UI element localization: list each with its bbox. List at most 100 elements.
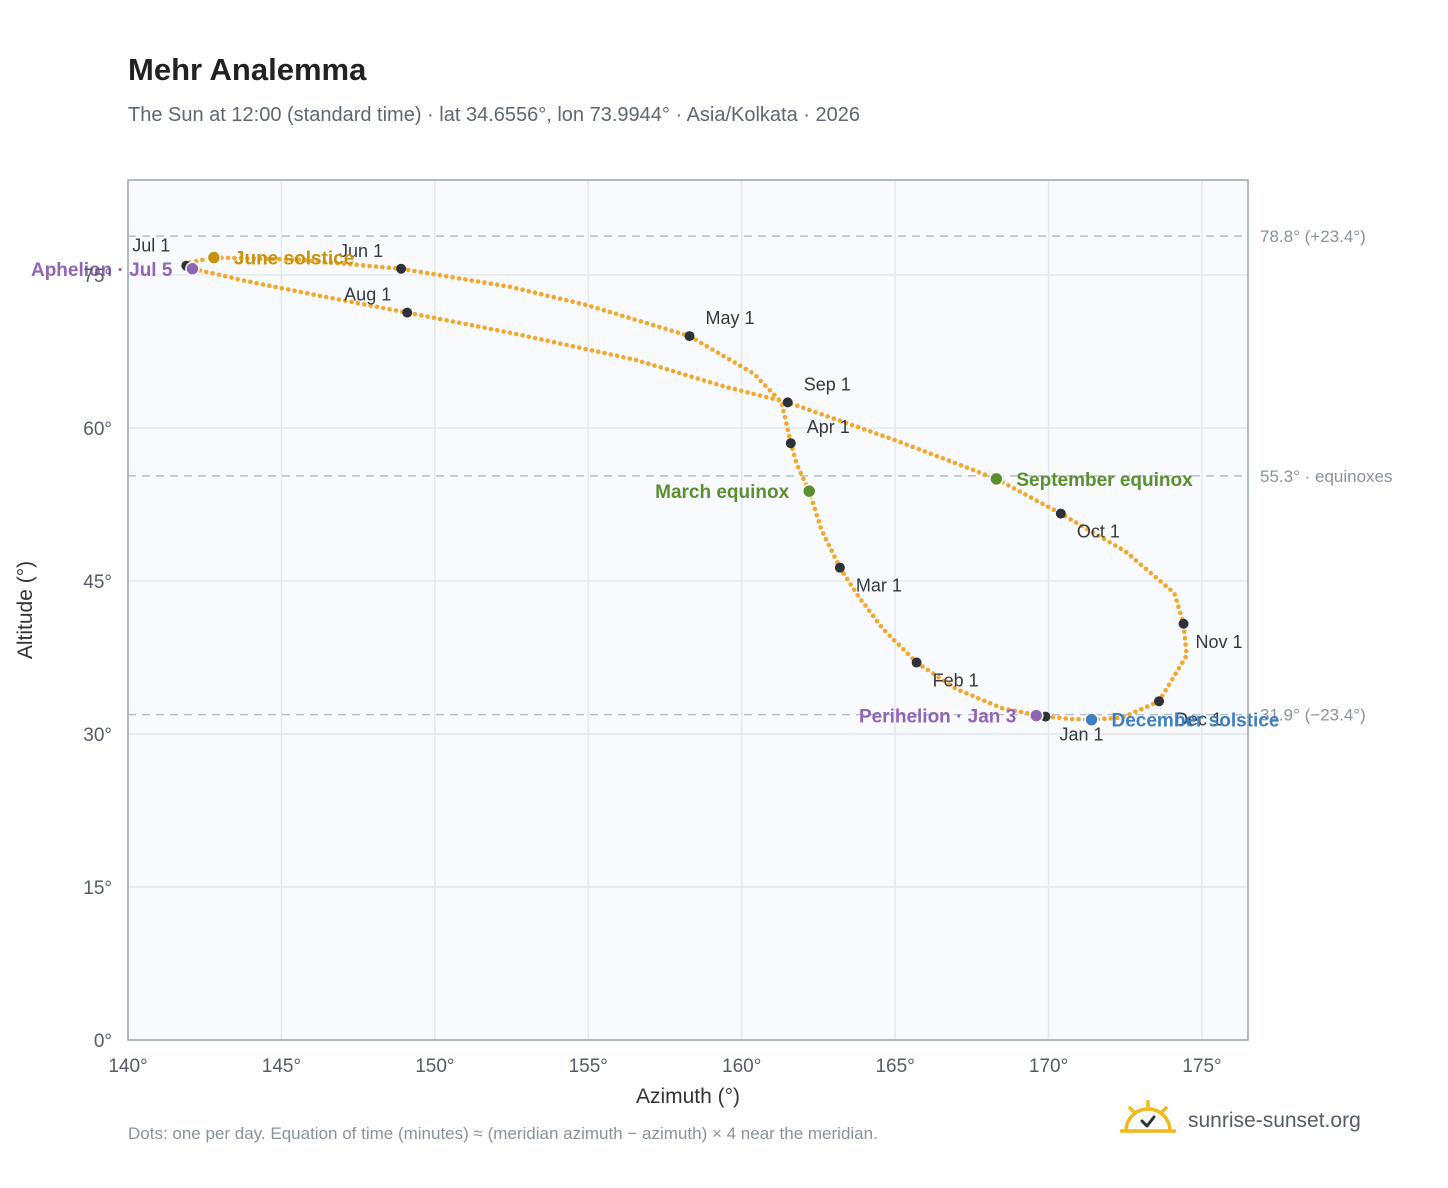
daily-sun-dot xyxy=(699,340,704,346)
daily-sun-dot xyxy=(322,259,327,265)
daily-sun-dot xyxy=(905,651,911,657)
daily-sun-dot xyxy=(936,674,941,680)
event-marker-dot xyxy=(1029,708,1044,723)
y-tick-label: 0° xyxy=(94,1031,112,1052)
daily-sun-dot xyxy=(283,257,289,262)
daily-sun-dot xyxy=(1045,504,1051,510)
daily-sun-dot xyxy=(855,424,861,430)
daily-sun-dot xyxy=(450,275,455,280)
daily-sun-dot xyxy=(1176,604,1181,609)
daily-sun-dot xyxy=(892,437,897,443)
daily-sun-dot xyxy=(1176,665,1182,671)
daily-sun-dot xyxy=(602,350,607,356)
daily-sun-dot xyxy=(726,357,732,362)
daily-sun-dot xyxy=(1158,579,1163,584)
daily-sun-dot xyxy=(695,376,701,381)
y-tick-label: 45° xyxy=(83,572,112,593)
daily-sun-dot xyxy=(475,279,481,284)
brand-link[interactable]: sunrise-sunset.org xyxy=(1119,1099,1361,1141)
daily-sun-dot xyxy=(757,393,763,398)
daily-sun-dot xyxy=(582,302,588,308)
daily-sun-dot xyxy=(482,280,487,285)
daily-sun-dot xyxy=(305,291,310,296)
daily-sun-dot xyxy=(874,618,880,624)
daily-sun-dot xyxy=(589,304,594,309)
daily-sun-dot xyxy=(807,407,812,413)
daily-sun-dot xyxy=(721,353,726,359)
daily-sun-dot xyxy=(463,321,468,327)
month-marker-label: Nov 1 xyxy=(1196,632,1243,652)
y-tick-label: 60° xyxy=(83,419,112,440)
daily-sun-dot xyxy=(437,272,443,278)
daily-sun-dot xyxy=(987,701,993,706)
daily-sun-dot xyxy=(292,288,297,294)
daily-sun-dot xyxy=(373,264,379,269)
daily-sun-dot xyxy=(925,667,931,673)
daily-sun-dot xyxy=(260,282,266,287)
y-tick-label: 30° xyxy=(83,725,112,746)
daily-sun-dot xyxy=(1163,583,1168,588)
month-marker-label: Jan 1 xyxy=(1059,725,1103,745)
daily-sun-dot xyxy=(526,288,531,294)
daily-sun-dot xyxy=(627,356,632,361)
daily-sun-dot xyxy=(1123,549,1129,555)
daily-sun-dot xyxy=(1006,707,1011,712)
daily-sun-dot xyxy=(595,349,601,355)
daily-sun-dot xyxy=(751,391,756,397)
month-marker-dot xyxy=(396,263,407,274)
daily-sun-dot xyxy=(976,470,982,475)
daily-sun-dot xyxy=(387,306,392,312)
daily-sun-dot xyxy=(501,283,506,289)
daily-sun-dot xyxy=(658,365,663,370)
daily-sun-dot xyxy=(335,260,340,266)
x-tick-label: 150° xyxy=(415,1056,454,1077)
month-marker-label: Mar 1 xyxy=(856,576,902,596)
daily-sun-dot xyxy=(1050,715,1056,720)
daily-sun-dot xyxy=(904,442,909,447)
month-marker-label: Oct 1 xyxy=(1077,522,1120,542)
daily-sun-dot xyxy=(601,307,607,313)
daily-sun-dot xyxy=(341,261,347,267)
daily-sun-dot xyxy=(732,360,737,365)
daily-sun-dot xyxy=(386,265,392,271)
daily-sun-dot xyxy=(814,512,820,518)
x-tick-label: 175° xyxy=(1182,1056,1221,1077)
daily-sun-dot xyxy=(1144,704,1150,709)
daily-sun-dot xyxy=(1139,706,1144,712)
daily-sun-dot xyxy=(770,396,775,401)
daily-sun-dot xyxy=(826,542,832,548)
daily-sun-dot xyxy=(745,390,750,395)
daily-sun-dot xyxy=(1182,635,1188,641)
daily-sun-dot xyxy=(829,548,834,554)
daily-sun-dot xyxy=(632,317,637,322)
daily-sun-dot xyxy=(1040,501,1045,507)
x-tick-label: 165° xyxy=(875,1056,914,1077)
daily-sun-dot xyxy=(868,429,873,434)
event-marker-label: December solstice xyxy=(1112,711,1280,732)
daily-sun-dot xyxy=(564,342,569,348)
daily-sun-dot xyxy=(238,255,244,261)
event-marker-label: September equinox xyxy=(1016,470,1193,491)
y-axis-label: Altitude (°) xyxy=(14,561,37,659)
daily-sun-dot xyxy=(607,309,613,315)
page-subtitle: The Sun at 12:00 (standard time) · lat 3… xyxy=(128,104,861,126)
daily-sun-dot xyxy=(1069,716,1075,722)
daily-sun-dot xyxy=(469,323,475,328)
daily-sun-dot xyxy=(303,258,308,263)
daily-sun-dot xyxy=(1168,587,1173,593)
daily-sun-dot xyxy=(776,397,782,403)
daily-sun-dot xyxy=(786,433,792,439)
month-marker-dot xyxy=(785,438,796,449)
daily-sun-dot xyxy=(707,379,713,385)
daily-sun-dot xyxy=(652,363,657,368)
daily-sun-dot xyxy=(210,271,215,276)
daily-sun-dot xyxy=(874,431,879,436)
daily-sun-dot xyxy=(795,464,801,470)
daily-sun-dot xyxy=(715,350,721,356)
daily-sun-dot xyxy=(772,392,777,398)
daily-sun-dot xyxy=(891,637,897,643)
daily-sun-dot xyxy=(901,647,906,652)
month-marker-dot xyxy=(834,562,845,573)
daily-sun-dot xyxy=(650,322,656,328)
daily-sun-dot xyxy=(437,316,443,322)
